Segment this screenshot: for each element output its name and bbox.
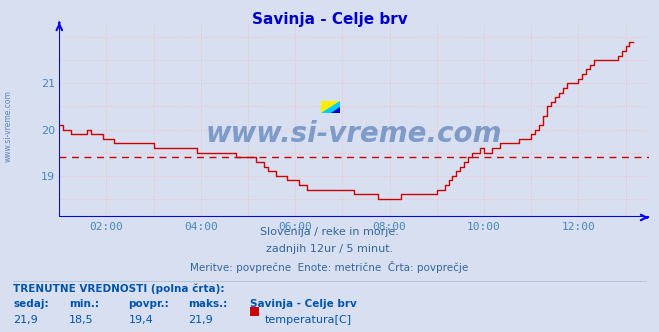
Text: Savinja - Celje brv: Savinja - Celje brv [252, 12, 407, 27]
Text: Meritve: povprečne  Enote: metrične  Črta: povprečje: Meritve: povprečne Enote: metrične Črta:… [190, 261, 469, 273]
Text: TRENUTNE VREDNOSTI (polna črta):: TRENUTNE VREDNOSTI (polna črta): [13, 284, 225, 294]
Text: Slovenija / reke in morje.: Slovenija / reke in morje. [260, 227, 399, 237]
Text: povpr.:: povpr.: [129, 299, 169, 309]
Text: www.si-vreme.com: www.si-vreme.com [3, 90, 13, 162]
Text: 18,5: 18,5 [69, 315, 94, 325]
Text: maks.:: maks.: [188, 299, 227, 309]
Text: 21,9: 21,9 [188, 315, 213, 325]
Text: zadnjih 12ur / 5 minut.: zadnjih 12ur / 5 minut. [266, 244, 393, 254]
Text: temperatura[C]: temperatura[C] [265, 315, 352, 325]
Text: sedaj:: sedaj: [13, 299, 49, 309]
Text: Savinja - Celje brv: Savinja - Celje brv [250, 299, 357, 309]
Text: www.si-vreme.com: www.si-vreme.com [206, 120, 502, 148]
Text: min.:: min.: [69, 299, 100, 309]
Text: 21,9: 21,9 [13, 315, 38, 325]
Text: 19,4: 19,4 [129, 315, 154, 325]
